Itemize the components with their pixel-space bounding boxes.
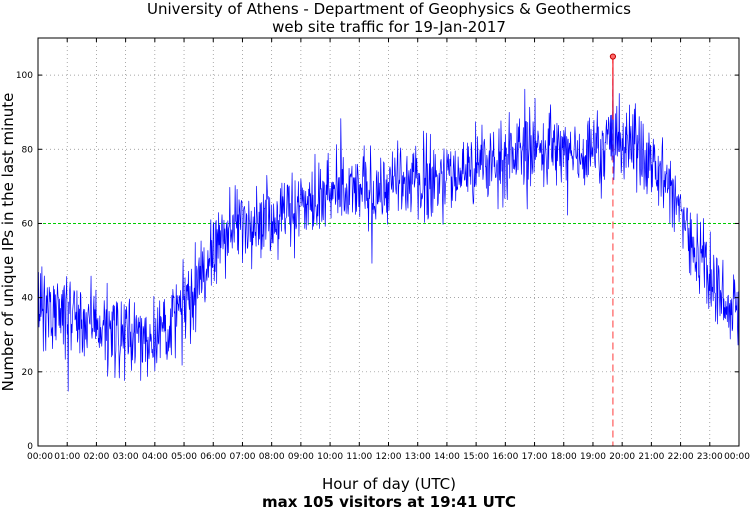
chart-subtitle: web site traffic for 19-Jan-2017 [272,18,506,36]
x-tick-label: 13:00 [405,452,431,462]
reference-lines [38,56,739,446]
x-tick-label: 07:00 [229,452,255,462]
traffic-series-line [37,56,739,392]
y-tick-label: 40 [22,294,34,304]
y-tick-label: 0 [27,442,33,452]
x-tick-label: 14:00 [434,452,460,462]
x-tick-label: 10:00 [317,452,343,462]
x-tick-label: 16:00 [492,452,518,462]
x-tick-label: 19:00 [580,452,606,462]
x-tick-label: 02:00 [83,452,109,462]
y-tick-label: 60 [22,219,34,229]
x-tick-label: 22:00 [668,452,694,462]
x-tick-label: 12:00 [376,452,402,462]
x-tick-label: 11:00 [346,452,372,462]
x-tick-label: 21:00 [638,452,664,462]
x-tick-label: 00:00 [27,452,53,462]
x-tick-label: 15:00 [463,452,489,462]
chart-footer: max 105 visitors at 19:41 UTC [262,493,516,511]
x-tick-label: 17:00 [522,452,548,462]
x-tick-label: 05:00 [171,452,197,462]
y-axis: 0 20 40 60 80 100 [16,71,739,452]
peak-marker [609,53,617,60]
x-axis: 00:00 01:00 02:00 03:00 04:00 05:00 06:00 07:00… [27,38,750,462]
chart-title: University of Athens - Department of Geo… [147,0,631,18]
x-tick-label: 00:00 [724,452,750,462]
x-tick-label: 08:00 [259,452,285,462]
x-tick-label: 04:00 [142,452,168,462]
x-axis-label: Hour of day (UTC) [322,475,456,493]
x-tick-label: 01:00 [54,452,80,462]
y-tick-label: 20 [22,368,34,378]
x-tick-label: 06:00 [200,452,226,462]
x-tick-label: 03:00 [113,452,139,462]
x-tick-label: 18:00 [551,452,577,462]
grid-lines [38,38,739,446]
x-tick-label: 09:00 [288,452,314,462]
x-tick-label: 20:00 [609,452,635,462]
x-tick-label: 23:00 [697,452,723,462]
y-tick-label: 80 [22,145,34,155]
y-tick-label: 100 [16,71,33,81]
y-axis-label: Number of unique IPs in the last minute [0,93,17,392]
